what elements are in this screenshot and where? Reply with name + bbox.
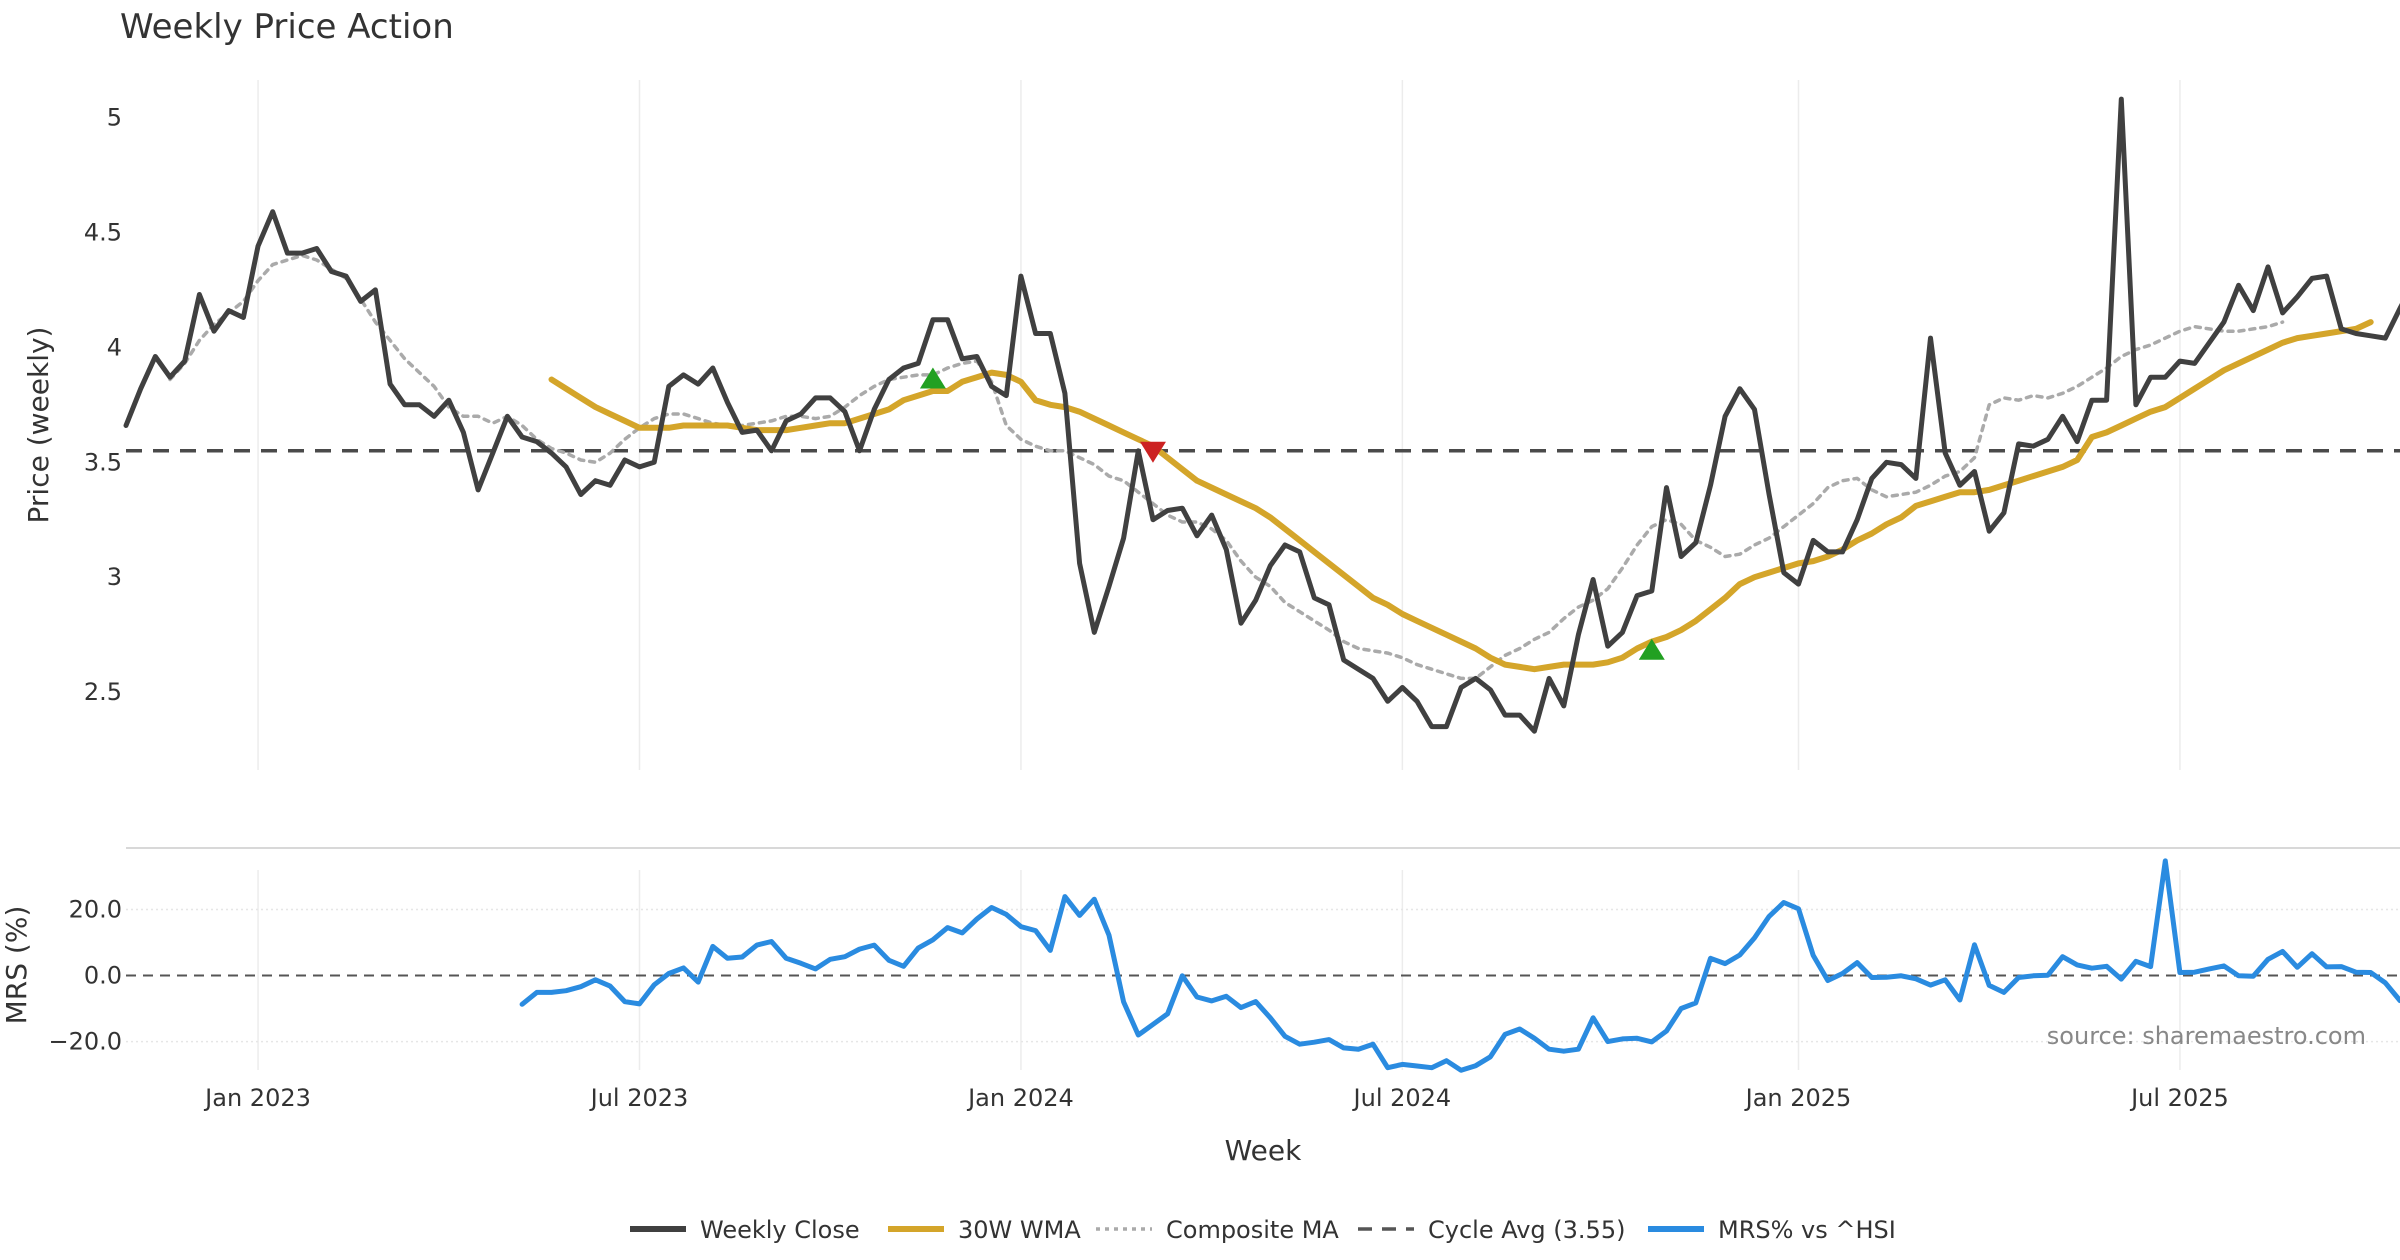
x-tick-label: Jan 2025 bbox=[1744, 1084, 1852, 1112]
x-tick-label: Jul 2025 bbox=[2129, 1084, 2229, 1112]
series-mrs-vs-hsi bbox=[519, 858, 2400, 1073]
buy-signal-marker bbox=[1638, 638, 1665, 660]
price-y-tick-label: 4.5 bbox=[84, 218, 122, 246]
legend-label: Cycle Avg (3.55) bbox=[1428, 1216, 1625, 1244]
chart-title: Weekly Price Action bbox=[120, 7, 454, 47]
mrs-panel bbox=[126, 858, 2400, 1073]
legend-label: MRS% vs ^HSI bbox=[1718, 1216, 1896, 1244]
price-axis-title: Price (weekly) bbox=[22, 327, 55, 524]
mrs-axis-title: MRS (%) bbox=[0, 906, 33, 1025]
x-tick-label: Jan 2024 bbox=[966, 1084, 1074, 1112]
price-y-tick-label: 2.5 bbox=[84, 678, 122, 706]
x-tick-label: Jan 2023 bbox=[203, 1084, 311, 1112]
price-y-tick-label: 4 bbox=[107, 333, 122, 361]
legend: Weekly Close 30W WMA Composite MA Cycle Avg… bbox=[630, 1216, 1896, 1244]
mrs-y-tick-label: −20.0 bbox=[48, 1028, 122, 1056]
x-axis-title: Week bbox=[1225, 1134, 1302, 1167]
price-y-tick-label: 5 bbox=[107, 103, 122, 131]
grid-layer bbox=[126, 80, 2400, 1070]
price-panel bbox=[123, 96, 2400, 734]
sell-signal-marker bbox=[1139, 441, 1166, 463]
series-weekly-close bbox=[123, 96, 2400, 734]
price-y-tick-label: 3.5 bbox=[84, 448, 122, 476]
mrs-y-tick-label: 20.0 bbox=[69, 895, 122, 923]
x-tick-label: Jul 2024 bbox=[1352, 1084, 1452, 1112]
series-30w-wma bbox=[548, 319, 2374, 673]
mrs-y-tick-label: 0.0 bbox=[84, 962, 122, 990]
axis-layer: Jan 2023 Jul 2023 Jan 2024 Jul 2024 Jan 2025… bbox=[48, 103, 2228, 1112]
legend-label: Composite MA bbox=[1166, 1216, 1339, 1244]
source-credit: source: sharemaestro.com bbox=[2047, 1022, 2366, 1050]
legend-label: 30W WMA bbox=[958, 1216, 1081, 1244]
x-tick-label: Jul 2023 bbox=[589, 1084, 689, 1112]
legend-label: Weekly Close bbox=[700, 1216, 860, 1244]
price-y-tick-label: 3 bbox=[107, 563, 122, 591]
series-composite-ma bbox=[168, 253, 2285, 681]
buy-signal-marker bbox=[919, 367, 946, 389]
